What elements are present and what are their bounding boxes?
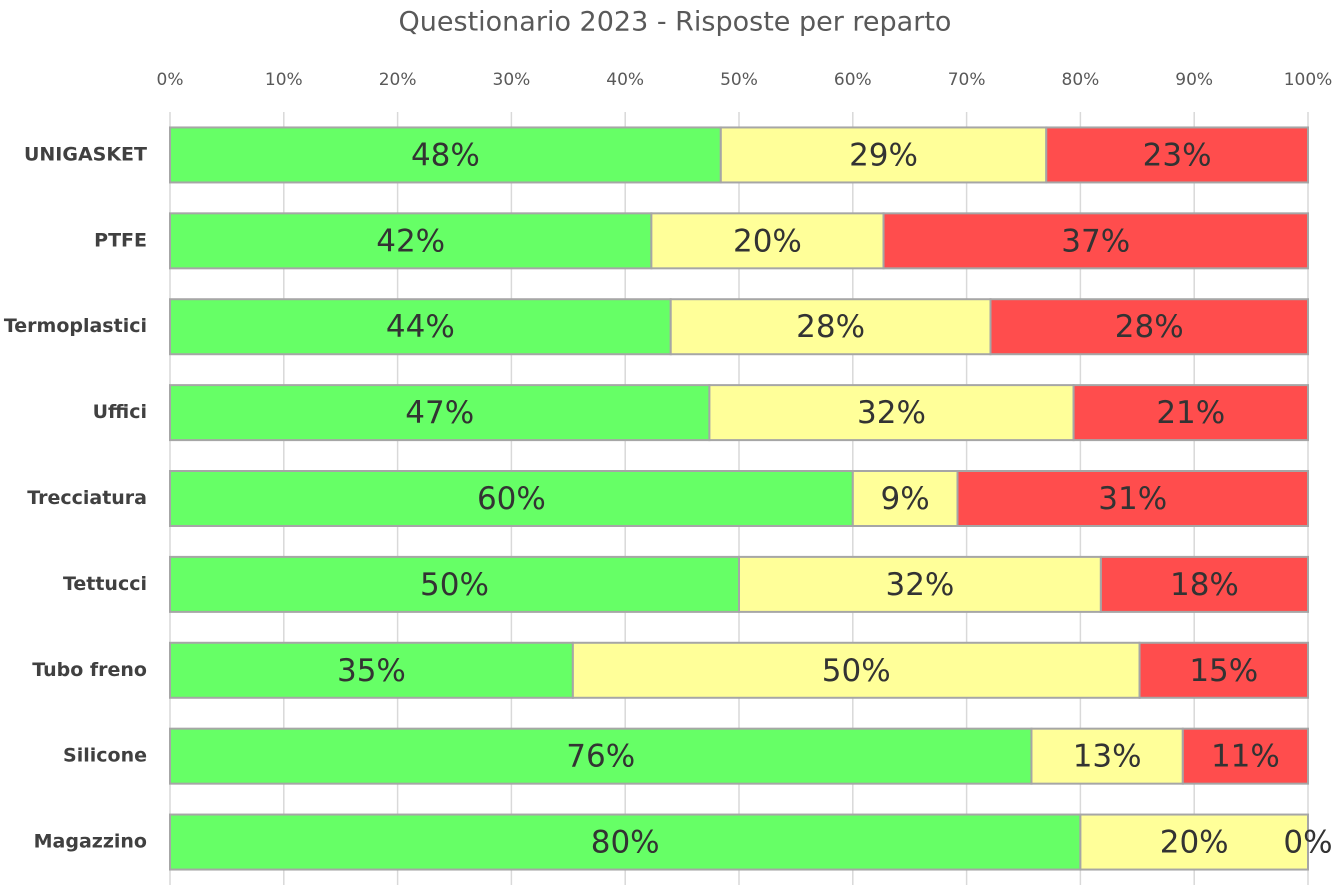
bar-segment xyxy=(169,555,740,613)
bar-segment xyxy=(882,212,1309,270)
y-tick-label: Silicone xyxy=(63,745,147,767)
bar-segment xyxy=(708,384,1075,442)
bar-segment xyxy=(956,470,1309,527)
bar-segment xyxy=(169,126,722,184)
data-label: 60% xyxy=(477,481,546,517)
data-label: 42% xyxy=(376,223,445,259)
x-tick-label: 30% xyxy=(493,70,531,90)
bar-segment xyxy=(1045,126,1309,184)
x-tick-label: 80% xyxy=(1062,70,1100,90)
data-label: 76% xyxy=(566,739,635,775)
x-tick-label: 100% xyxy=(1284,70,1333,90)
x-tick-label: 0% xyxy=(157,70,184,90)
bar-segment xyxy=(1072,384,1310,442)
y-tick-label: Magazzino xyxy=(34,831,147,853)
x-tick-label: 10% xyxy=(265,70,303,90)
data-label: 31% xyxy=(1098,481,1167,517)
data-label: 20% xyxy=(733,223,802,259)
bar-segment xyxy=(1030,727,1184,785)
data-label: 35% xyxy=(337,653,406,689)
bar-segment xyxy=(1079,813,1310,871)
y-tick-label: PTFE xyxy=(94,229,147,251)
data-label: 20% xyxy=(1160,825,1229,861)
data-label: 28% xyxy=(796,309,865,345)
data-label: 23% xyxy=(1143,137,1212,173)
data-label: 32% xyxy=(857,395,926,431)
bar-segment xyxy=(169,727,1033,785)
x-tick-label: 20% xyxy=(379,70,417,90)
data-label: 13% xyxy=(1073,739,1142,775)
bar-segment xyxy=(851,470,959,527)
data-label: 50% xyxy=(420,567,489,603)
y-tick-label: Tubo freno xyxy=(32,659,147,681)
bar-segment xyxy=(169,384,711,442)
x-tick-label: 70% xyxy=(948,70,986,90)
bar-segment xyxy=(169,641,574,699)
bar-segment xyxy=(169,813,1082,871)
data-label: 0% xyxy=(1283,825,1332,861)
data-label: 47% xyxy=(405,395,474,431)
bar-segment xyxy=(169,470,854,527)
x-tick-label: 60% xyxy=(834,70,872,90)
bar-segment xyxy=(169,298,672,356)
chart-title: Questionario 2023 - Risposte per reparto xyxy=(399,7,952,38)
data-label: 32% xyxy=(885,567,954,603)
data-label: 9% xyxy=(881,481,930,517)
y-tick-label: UNIGASKET xyxy=(24,143,147,165)
data-label: 37% xyxy=(1061,223,1130,259)
data-label: 18% xyxy=(1170,567,1239,603)
data-label: 48% xyxy=(411,137,480,173)
bar-segment xyxy=(1099,555,1310,613)
y-tick-label: Termoplastici xyxy=(4,315,147,337)
bar-segment xyxy=(650,212,885,270)
bar-segment xyxy=(738,555,1102,613)
data-label: 44% xyxy=(386,309,455,345)
bar-segment xyxy=(169,212,653,270)
y-tick-label: Uffici xyxy=(93,401,147,423)
x-tick-label: 50% xyxy=(720,70,758,90)
data-label: 21% xyxy=(1156,395,1225,431)
x-tick-label: 40% xyxy=(606,70,644,90)
data-label: 11% xyxy=(1211,739,1280,775)
bar-segment xyxy=(1181,727,1309,785)
data-label: 50% xyxy=(822,653,891,689)
x-tick-label: 90% xyxy=(1175,70,1213,90)
y-tick-label: Tettucci xyxy=(63,573,147,595)
bar-segment xyxy=(1138,641,1310,699)
bar-segment xyxy=(719,126,1048,184)
y-tick-label: Trecciatura xyxy=(27,487,147,509)
data-label: 29% xyxy=(849,137,918,173)
data-label: 80% xyxy=(591,825,660,861)
data-label: 28% xyxy=(1115,309,1184,345)
bar-segment xyxy=(989,298,1309,356)
data-label: 15% xyxy=(1189,653,1258,689)
bar-segment xyxy=(571,641,1141,699)
